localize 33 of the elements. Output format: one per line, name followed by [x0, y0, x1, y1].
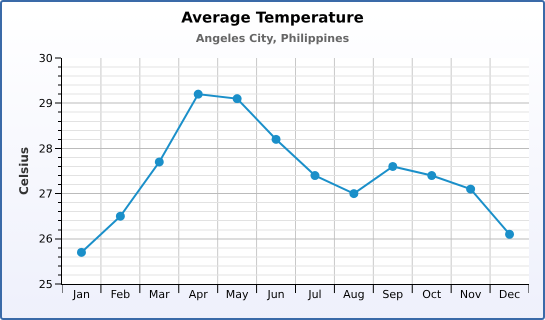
x-tick-label: Jan [72, 288, 90, 302]
x-tick-label: Mar [148, 288, 170, 302]
point [116, 212, 125, 221]
x-tick-label: Apr [188, 288, 208, 302]
point [466, 184, 476, 194]
x-tick-label: May [226, 288, 249, 302]
chart-title: Average Temperature [181, 8, 364, 27]
y-tick-label: 28 [38, 142, 53, 156]
point [194, 90, 203, 99]
point [76, 248, 86, 257]
x-tick-label: Aug [343, 288, 365, 302]
x-tick-label: Dec [498, 288, 520, 302]
point [505, 230, 514, 239]
point [310, 171, 320, 180]
x-tick-label: Sep [382, 288, 404, 302]
x-tick-label: Jun [266, 288, 285, 302]
point [388, 162, 398, 171]
y-axis-title: Celsius [17, 147, 31, 195]
y-tick-label: 26 [38, 232, 53, 246]
point [272, 134, 281, 144]
x-tick-label: Nov [460, 288, 482, 302]
y-tick-label: 30 [38, 52, 53, 65]
y-tick-label: 27 [38, 187, 53, 200]
point [232, 94, 242, 104]
chart-subtitle: Angeles City, Philippines [196, 32, 350, 46]
x-tick-label: Oct [422, 288, 442, 302]
y-tick-label: 25 [38, 278, 53, 291]
point [154, 157, 164, 166]
x-tick-label: Jul [307, 288, 322, 302]
y-tick-label: 29 [38, 97, 53, 110]
point [349, 189, 358, 198]
x-tick-label: Feb [110, 288, 130, 302]
point [427, 171, 436, 180]
